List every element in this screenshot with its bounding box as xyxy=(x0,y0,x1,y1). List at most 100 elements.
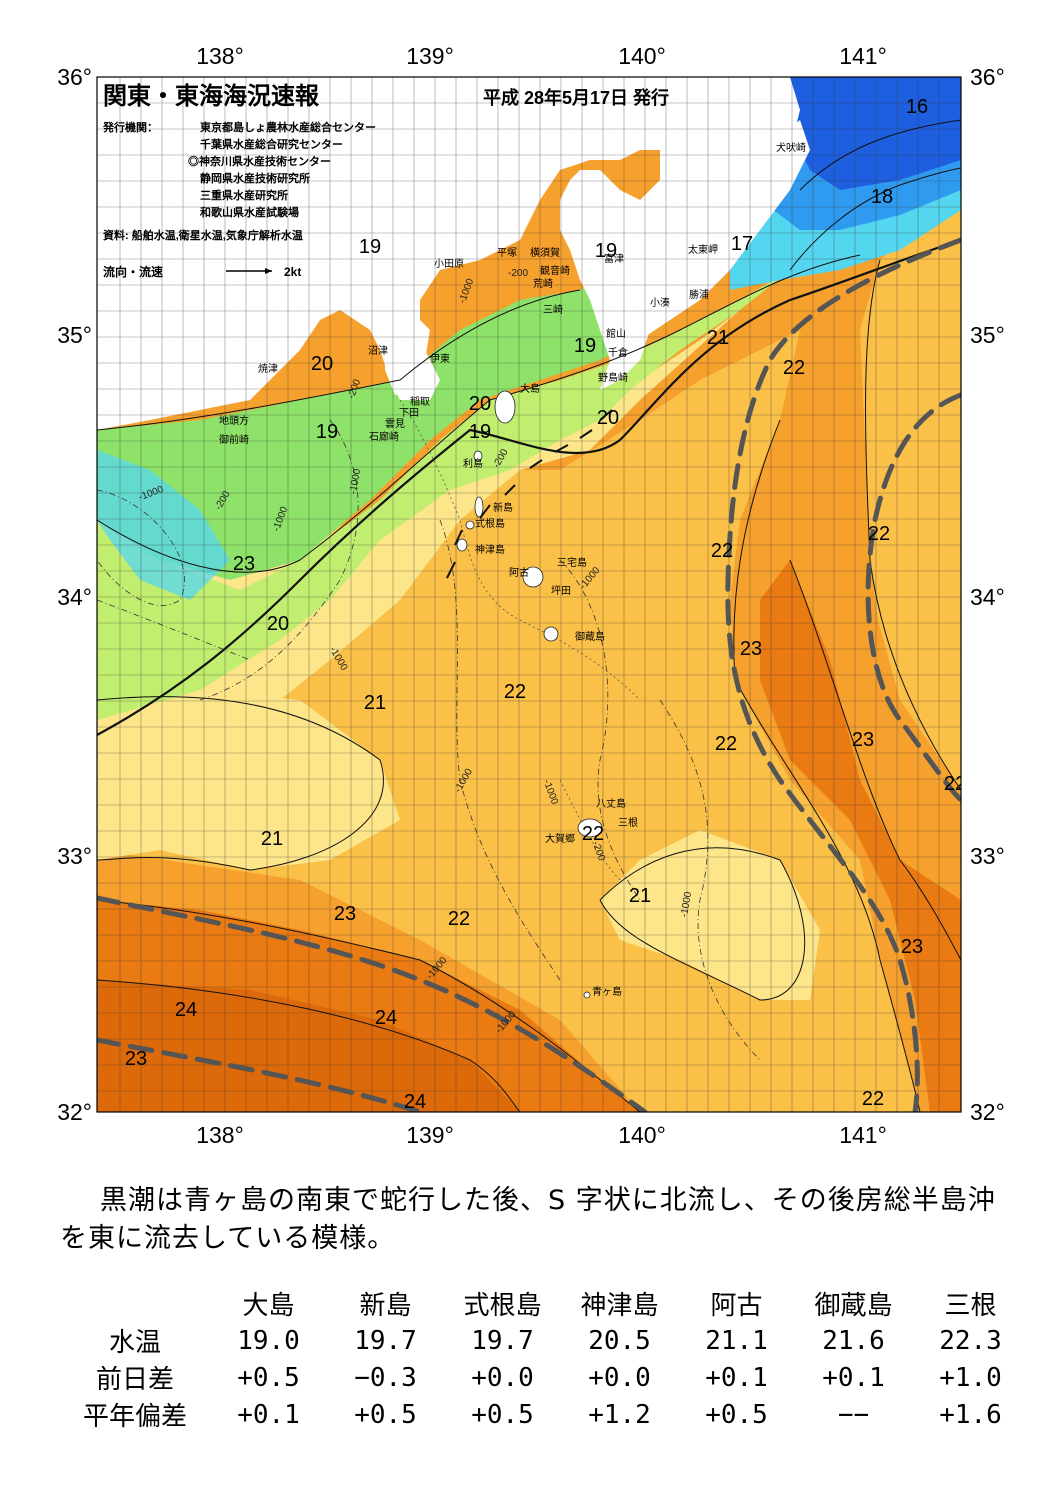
isotherm-label: 22 xyxy=(783,357,805,379)
isotherm-label: 23 xyxy=(233,553,255,575)
depth-label: -1000 xyxy=(348,468,363,496)
isotherm-label: 23 xyxy=(334,903,356,925)
table-cell: 19.7 xyxy=(354,1325,417,1356)
arrow-head-icon xyxy=(265,268,272,274)
station-header: 三根 xyxy=(944,1291,997,1321)
temp-zone-21-mid xyxy=(97,690,400,870)
place-shimoda: 下田 xyxy=(399,408,419,419)
place-katsuura: 勝浦 xyxy=(689,288,709,301)
table-corner xyxy=(60,1285,210,1322)
table-cell: +1.2 xyxy=(588,1399,651,1430)
place-kominato: 小湊 xyxy=(650,296,670,309)
islands xyxy=(456,390,603,999)
isotherm-label: 16 xyxy=(906,96,928,118)
isotherm-label: 21 xyxy=(364,692,386,714)
table-cell: −− xyxy=(837,1399,870,1430)
table-cell: +0.1 xyxy=(822,1362,885,1393)
issuer-4: 静岡県水産技術研究所 xyxy=(200,171,310,185)
row-label: 平年偏差 xyxy=(82,1402,187,1432)
station-header: 阿古 xyxy=(710,1291,763,1321)
row-label: 水温 xyxy=(108,1328,161,1358)
place-kumomi: 雲見 xyxy=(385,418,405,430)
station-temperature-table: 大島 新島 式根島 神津島 阿古 御蔵島 三根 水温 19.0 19.7 19.… xyxy=(60,1285,1029,1433)
land-boso xyxy=(600,120,810,350)
isotherm-label: 24 xyxy=(175,999,197,1021)
issuer-2: 千葉県水産総合研究センター xyxy=(200,137,343,151)
lon-labels-bottom: 138° 139° 140° 141° xyxy=(196,1122,887,1148)
isotherm-label: 21 xyxy=(261,828,283,850)
place-arasaki: 荒崎 xyxy=(533,277,553,290)
isotherm-label: 22 xyxy=(862,1088,884,1110)
place-niijima: 新島 xyxy=(493,501,513,514)
temp-zone-18-west xyxy=(97,450,230,600)
table-cell: 22.3 xyxy=(939,1325,1002,1356)
flow-legend-scale: 2kt xyxy=(284,265,301,279)
place-aogashima: 青ヶ島 xyxy=(592,985,622,998)
row-label: 前日差 xyxy=(95,1365,174,1395)
table-cell: +0.5 xyxy=(354,1399,417,1430)
place-oshima: 大島 xyxy=(520,382,540,395)
map-title: 関東・東海海況速報 xyxy=(103,82,320,110)
place-kozushima: 神津島 xyxy=(475,543,505,556)
isotherm-labels: 16 17 18 19 19 19 19 19 20 20 20 20 21 2… xyxy=(125,96,961,1112)
table-cell: +0.1 xyxy=(705,1362,768,1393)
lat-labels-left: 36° 35° 34° 33° 32° xyxy=(57,64,92,1125)
place-inatori: 稲取 xyxy=(410,396,430,408)
isotherm-label: 19 xyxy=(316,421,338,443)
lat-label-36-right: 36° xyxy=(970,64,1005,90)
lon-label-140-bottom: 140° xyxy=(618,1122,666,1148)
island-miyakejima xyxy=(522,566,544,588)
lat-label-35-right: 35° xyxy=(970,322,1005,348)
table-cell: +0.0 xyxy=(471,1362,534,1393)
place-jitogata: 地頭方 xyxy=(219,414,249,427)
place-ako: 阿古 xyxy=(509,566,529,579)
isotherm-label: 22 xyxy=(504,681,526,703)
issuer-1: 東京都島しょ農林水産総合センター xyxy=(200,120,376,134)
island-oshima xyxy=(494,390,516,424)
isotherm-label: 23 xyxy=(852,729,874,751)
isotherm-label: 20 xyxy=(597,407,619,429)
island-niijima xyxy=(474,496,484,518)
table-cell: +0.0 xyxy=(588,1362,651,1393)
table-row: 水温 19.0 19.7 19.7 20.5 21.1 21.6 22.3 xyxy=(60,1322,1029,1359)
isotherm-label: 19 xyxy=(359,236,381,258)
table-cell: 21.6 xyxy=(822,1325,885,1356)
lon-label-138: 138° xyxy=(196,43,244,69)
island-aogashima xyxy=(583,991,591,999)
current-arrows xyxy=(446,409,613,579)
summary-body: 黒潮は青ヶ島の南東で蛇行した後、S 字状に北流し、その後房総半島沖を東に流去して… xyxy=(60,1185,996,1254)
table-cell: 19.7 xyxy=(471,1325,534,1356)
isotherm-label: 18 xyxy=(871,186,893,208)
issuer-5: 三重県水産研究所 xyxy=(200,188,288,202)
lon-labels-top: 138° 139° 140° 141° xyxy=(196,43,887,69)
place-nojimazaki: 野島崎 xyxy=(598,371,628,384)
temp-zone-22-east xyxy=(860,190,961,790)
table-header-row: 大島 新島 式根島 神津島 阿古 御蔵島 三根 xyxy=(60,1285,1029,1322)
island-toshima xyxy=(473,450,483,462)
lat-label-36: 36° xyxy=(57,64,92,90)
station-header: 新島 xyxy=(359,1291,412,1321)
isotherm-label: 22 xyxy=(715,733,737,755)
issuer-label: 発行機関： xyxy=(102,120,158,134)
isotherm-label: 20 xyxy=(469,393,491,415)
data-source: 資料: 船舶水温,衛星水温,気象庁解析水温 xyxy=(103,228,303,242)
isotherm-label: 22 xyxy=(711,540,733,562)
lon-label-138-bottom: 138° xyxy=(196,1122,244,1148)
isotherm-label: 24 xyxy=(375,1007,397,1029)
issuer-6: 和歌山県水産試験場 xyxy=(200,205,299,219)
depth-label: -200 xyxy=(508,268,528,279)
table-cell: +0.5 xyxy=(705,1399,768,1430)
isotherm-label: 21 xyxy=(707,327,729,349)
table-cell: −0.3 xyxy=(354,1362,417,1393)
station-header: 神津島 xyxy=(580,1291,659,1321)
place-tateyama: 館山 xyxy=(606,327,626,340)
isotherm-label: 23 xyxy=(125,1048,147,1070)
isotherm-label: 21 xyxy=(629,885,651,907)
table-cell: +0.5 xyxy=(471,1399,534,1430)
place-miyakejima: 三宅島 xyxy=(557,556,587,569)
table-cell: +1.0 xyxy=(939,1362,1002,1393)
issue-date: 平成 28年5月17日 発行 xyxy=(483,87,669,108)
flow-legend-label: 流向・流速 xyxy=(103,264,163,279)
temp-zone-24-east xyxy=(760,560,961,1112)
table-cell: +0.5 xyxy=(237,1362,300,1393)
